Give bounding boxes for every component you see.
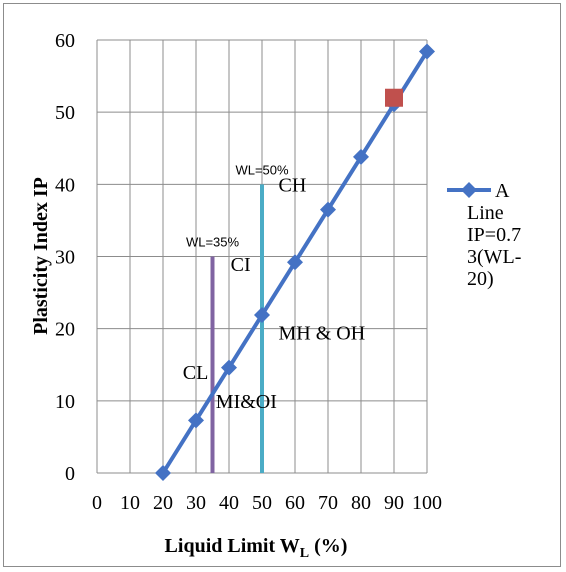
a-line-series <box>155 43 435 481</box>
zone-label: CL <box>183 362 209 384</box>
y-tick-label: 10 <box>55 391 75 413</box>
x-axis-title-subscript: L <box>300 546 309 561</box>
x-tick-label: 100 <box>412 492 442 514</box>
y-tick-label: 60 <box>55 30 75 52</box>
y-tick-label: 30 <box>55 247 75 269</box>
boundary-line-label: WL=50% <box>235 162 289 177</box>
y-axis-title: Plasticity Index IP <box>30 177 52 335</box>
zone-label: CI <box>231 254 251 276</box>
x-axis-title-tail: (%) <box>309 535 347 557</box>
data-point-marker <box>419 43 435 60</box>
data-point-marker <box>155 465 171 481</box>
legend-marker-swatch <box>461 182 477 198</box>
y-tick-labels: 0 10 20 30 40 50 60 <box>55 30 75 485</box>
data-point-marker <box>320 201 336 218</box>
legend-label-line: A <box>495 180 510 202</box>
x-tick-label: 60 <box>285 492 305 514</box>
zone-label: CH <box>279 175 307 197</box>
x-tick-label: 90 <box>384 492 404 514</box>
data-point-marker <box>353 148 369 165</box>
zone-labels: CH CI MH & OH CL MI&OI <box>183 175 365 413</box>
legend-label-line: 3(WL- <box>467 246 521 268</box>
x-tick-label: 40 <box>219 492 239 514</box>
data-point-marker <box>188 412 204 429</box>
x-tick-label: 30 <box>186 492 206 514</box>
x-tick-label: 10 <box>120 492 140 514</box>
zone-label: MH & OH <box>279 322 366 344</box>
x-tick-labels: 0 10 20 30 40 50 60 70 80 90 100 <box>92 492 442 514</box>
y-tick-label: 0 <box>65 463 75 485</box>
x-tick-label: 80 <box>351 492 371 514</box>
legend-label-line: Line <box>467 202 504 224</box>
data-point-marker <box>287 254 303 271</box>
highlight-point-marker <box>385 88 403 107</box>
legend-label-line: IP=0.7 <box>467 224 521 246</box>
zone-label: MI&OI <box>216 391 277 413</box>
data-point-marker <box>221 359 237 376</box>
x-tick-label: 50 <box>252 492 272 514</box>
x-tick-label: 70 <box>318 492 338 514</box>
x-axis-title-main: Liquid Limit W <box>165 535 300 557</box>
x-axis-title: Liquid Limit WL (%) <box>165 535 348 561</box>
y-tick-label: 50 <box>55 102 75 124</box>
x-tick-label: 20 <box>153 492 173 514</box>
x-tick-label: 0 <box>92 492 102 514</box>
data-point-marker <box>254 306 270 323</box>
y-tick-label: 40 <box>55 174 75 196</box>
boundary-lines: WL=35% WL=50% <box>186 162 289 473</box>
boundary-line-label: WL=35% <box>186 235 240 250</box>
legend-label-line: 20) <box>467 268 494 290</box>
y-tick-label: 20 <box>55 319 75 341</box>
